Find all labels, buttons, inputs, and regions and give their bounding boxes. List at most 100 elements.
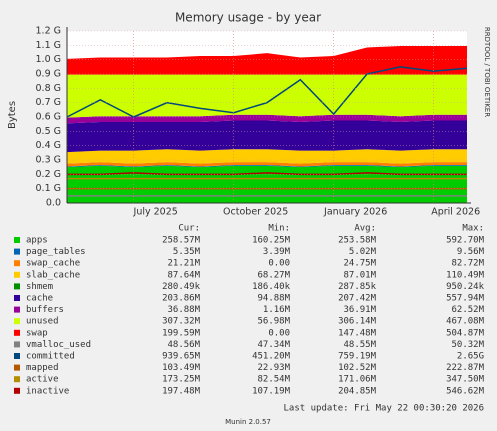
legend-value: 87.64M <box>167 270 200 280</box>
legend-value: 592.70M <box>446 236 485 246</box>
legend-value: 48.56M <box>167 340 200 350</box>
legend-swatch <box>14 260 20 267</box>
legend-swatch <box>14 271 20 278</box>
legend-value: 62.52M <box>451 305 484 315</box>
legend-value: 451.20M <box>252 352 291 362</box>
legend-value: 47.34M <box>257 340 290 350</box>
legend-swatch <box>14 318 20 325</box>
legend-value: 307.32M <box>162 317 201 327</box>
legend-swatch <box>14 306 20 313</box>
legend-value: 110.49M <box>446 270 485 280</box>
legend-header: Min: <box>268 224 290 234</box>
legend-value: 82.54M <box>257 375 290 385</box>
legend-label: committed <box>26 352 75 362</box>
legend-value: 186.40k <box>252 282 291 292</box>
legend-value: 306.14M <box>338 317 377 327</box>
legend-swatch <box>14 364 20 371</box>
legend-label: cache <box>26 294 53 304</box>
legend-value: 287.85k <box>338 282 377 292</box>
legend-value: 199.59M <box>162 328 201 338</box>
y-axis-label: Bytes <box>7 101 18 129</box>
x-tick-label: April 2026 <box>431 207 480 218</box>
legend-swatch <box>14 283 20 290</box>
legend-value: 1.16M <box>263 305 291 315</box>
legend-value: 9.56M <box>457 247 485 257</box>
legend-value: 3.39M <box>263 247 291 257</box>
footer: Munin 2.0.57 <box>225 418 271 426</box>
legend-value: 5.02M <box>349 247 377 257</box>
legend-swatch <box>14 295 20 301</box>
x-tick-label: July 2025 <box>133 207 178 218</box>
legend-value: 160.25M <box>252 236 291 246</box>
legend-value: 939.65M <box>162 352 201 362</box>
y-tick-label: 0.6 G <box>36 112 62 123</box>
legend-value: 253.58M <box>338 236 377 246</box>
legend-value: 0.00 <box>268 259 290 269</box>
legend-label: shmem <box>26 282 53 292</box>
legend-value: 147.48M <box>338 328 377 338</box>
legend-swatch <box>14 387 20 394</box>
legend-swatch <box>14 341 20 348</box>
y-tick-label: 0.4 G <box>36 140 62 151</box>
legend-label: unused <box>26 317 59 327</box>
last-update: Last update: Fri May 22 00:30:20 2026 <box>284 404 484 414</box>
legend-value: 504.87M <box>446 328 485 338</box>
legend-label: slab_cache <box>26 270 80 280</box>
y-tick-label: 0.0 <box>46 198 61 209</box>
legend-value: 546.62M <box>446 386 485 396</box>
area <box>67 149 467 153</box>
legend-value: 21.21M <box>167 259 200 269</box>
y-tick-label: 0.7 G <box>36 97 62 108</box>
legend-swatch <box>14 376 20 383</box>
legend-header: Cur: <box>178 224 200 234</box>
area <box>67 162 467 167</box>
legend-swatch <box>14 353 20 359</box>
legend-label: swap <box>26 328 48 338</box>
legend-value: 68.27M <box>257 270 290 280</box>
legend-value: 203.86M <box>162 294 201 304</box>
legend-value: 171.06M <box>338 375 377 385</box>
area <box>67 120 467 153</box>
y-tick-label: 0.9 G <box>36 69 62 80</box>
area <box>67 165 467 203</box>
legend-value: 557.94M <box>446 294 485 304</box>
legend-value: 467.08M <box>446 317 485 327</box>
area <box>67 149 467 164</box>
y-tick-label: 0.3 G <box>36 155 62 166</box>
y-tick-label: 0.1 G <box>36 183 62 194</box>
legend-swatch <box>14 237 20 243</box>
legend-value: 22.93M <box>257 363 290 373</box>
legend-value: 48.55M <box>343 340 376 350</box>
legend-value: 82.72M <box>451 259 484 269</box>
x-tick-label: January 2026 <box>323 207 387 218</box>
legend-value: 94.88M <box>257 294 290 304</box>
legend-value: 280.49k <box>162 282 201 292</box>
legend-value: 950.24k <box>446 282 485 292</box>
legend-value: 102.52M <box>338 363 377 373</box>
legend-swatch <box>14 329 20 336</box>
legend-value: 173.25M <box>162 375 201 385</box>
legend-swatch <box>14 248 20 255</box>
legend-value: 36.88M <box>167 305 200 315</box>
y-tick-label: 0.5 G <box>36 126 62 137</box>
legend-value: 2.65G <box>457 352 484 362</box>
legend-value: 56.98M <box>257 317 290 327</box>
legend-value: 759.19M <box>338 352 377 362</box>
y-tick-label: 0.8 G <box>36 83 62 94</box>
legend-label: active <box>26 375 59 385</box>
legend-value: 36.91M <box>343 305 376 315</box>
legend-value: 103.49M <box>162 363 201 373</box>
legend-label: swap_cache <box>26 259 80 269</box>
watermark: RRDTOOL / TOBI OETIKER <box>483 27 491 117</box>
legend-header: Avg: <box>354 224 376 234</box>
legend-value: 87.01M <box>343 270 376 280</box>
legend-value: 24.75M <box>343 259 376 269</box>
y-tick-label: 1.2 G <box>36 26 62 37</box>
y-tick-label: 1.1 G <box>36 40 62 51</box>
legend-label: apps <box>26 236 48 246</box>
legend-value: 222.87M <box>446 363 485 373</box>
legend-value: 204.85M <box>338 386 377 396</box>
legend-value: 347.50M <box>446 375 485 385</box>
